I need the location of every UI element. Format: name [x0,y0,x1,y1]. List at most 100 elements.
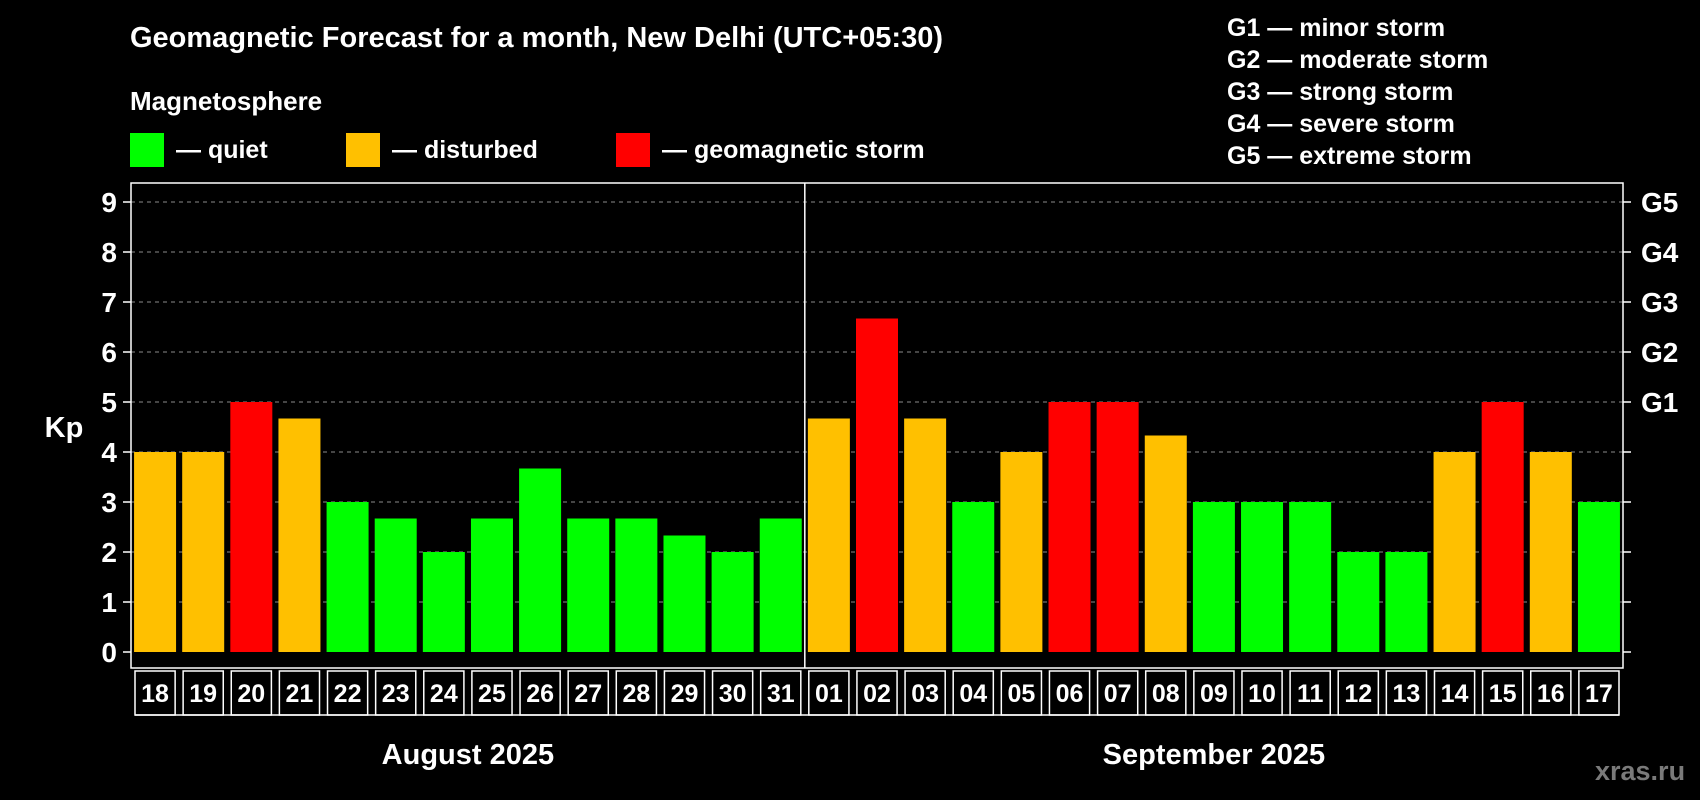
x-tick-label-29: 29 [671,680,699,708]
bar-02 [856,318,898,652]
y-axis-label: Kp [45,412,84,444]
bar-28 [615,518,658,652]
bar-01 [807,418,850,652]
x-tick-label-20: 20 [237,680,265,708]
x-tick-label-17: 17 [1585,680,1613,708]
g-axis-label-g2: G2 [1641,337,1678,368]
legend-item-quiet: — quiet [130,133,268,167]
y-tick-label-2: 2 [101,537,117,568]
bar-09 [1192,502,1235,652]
bar-18 [134,452,177,652]
x-tick-label-09: 09 [1200,680,1228,708]
x-tick-label-24: 24 [430,680,458,708]
legend-swatch-quiet [130,133,164,167]
bar-19 [182,452,225,652]
y-tick-label-8: 8 [101,237,117,268]
x-tick-label-02: 02 [863,680,891,708]
x-tick-label-22: 22 [334,680,362,708]
month-label-1: September 2025 [1103,739,1325,771]
y-tick-label-7: 7 [101,287,117,318]
bar-14 [1433,452,1476,652]
bar-31 [759,518,802,652]
y-tick-label-0: 0 [101,637,117,668]
chart-subtitle: Magnetosphere [130,86,323,116]
x-tick-label-14: 14 [1441,680,1469,708]
x-tick-label-12: 12 [1344,680,1372,708]
g-scale-item-g2: G2 — moderate storm [1227,46,1489,74]
bar-24 [422,552,465,652]
x-tick-label-31: 31 [767,680,795,708]
y-tick-label-1: 1 [101,587,117,618]
g-axis-label-g3: G3 [1641,287,1678,318]
bar-11 [1289,502,1332,652]
legend-label-quiet: — quiet [176,135,268,164]
bar-25 [470,518,513,652]
x-tick-label-26: 26 [526,680,554,708]
x-tick-label-23: 23 [382,680,410,708]
x-tick-label-15: 15 [1489,680,1517,708]
g-scale-item-g1: G1 — minor storm [1227,14,1446,42]
bar-04 [952,502,995,652]
legend-label-disturbed: — disturbed [392,135,538,164]
bar-12 [1337,552,1380,652]
bar-15 [1481,402,1524,652]
bar-06 [1048,402,1091,652]
month-label-0: August 2025 [382,739,554,771]
bar-05 [1000,452,1043,652]
x-tick-label-08: 08 [1152,680,1180,708]
plot-frame [130,182,1624,669]
x-tick-label-13: 13 [1393,680,1421,708]
y-tick-label-4: 4 [101,437,117,468]
bar-08 [1144,435,1187,652]
bar-17 [1577,502,1620,652]
g-axis-label-g4: G4 [1641,237,1679,268]
y-tick-label-5: 5 [101,387,117,418]
bar-29 [663,535,706,652]
x-tick-label-18: 18 [141,680,169,708]
legend-item-storm: — geomagnetic storm [616,133,925,167]
x-tick-label-30: 30 [719,680,747,708]
legend-item-disturbed: — disturbed [346,133,538,167]
x-tick-label-01: 01 [815,680,843,708]
x-tick-label-03: 03 [911,680,939,708]
bar-13 [1385,552,1428,652]
g-scale-item-g5: G5 — extreme storm [1227,142,1472,170]
x-tick-label-07: 07 [1104,680,1132,708]
legend-swatch-storm [616,133,650,167]
bar-26 [519,468,562,652]
chart-title: Geomagnetic Forecast for a month, New De… [130,22,943,54]
x-tick-label-28: 28 [622,680,650,708]
bar-20 [230,402,273,652]
x-tick-label-19: 19 [189,680,217,708]
x-tick-label-11: 11 [1297,680,1324,708]
x-tick-label-27: 27 [574,680,602,708]
x-tick-label-21: 21 [286,680,314,708]
g-axis-label-g5: G5 [1641,187,1678,218]
x-tick-label-06: 06 [1056,680,1084,708]
g-scale-item-g3: G3 — strong storm [1227,78,1454,106]
y-tick-label-3: 3 [101,487,117,518]
g-axis-label-g1: G1 [1641,387,1678,418]
bar-16 [1529,452,1572,652]
bar-30 [711,552,754,652]
g-scale-item-g4: G4 — severe storm [1227,110,1455,138]
x-tick-label-10: 10 [1248,680,1276,708]
legend-swatch-disturbed [346,133,380,167]
legend-label-storm: — geomagnetic storm [662,135,925,164]
x-tick-label-04: 04 [959,680,987,708]
bar-21 [278,418,321,652]
y-tick-label-9: 9 [101,187,117,218]
bar-22 [326,502,369,652]
bar-27 [567,518,610,652]
y-tick-label-6: 6 [101,337,117,368]
bar-23 [374,518,417,652]
x-tick-label-25: 25 [478,680,506,708]
g-scale-legend: G1 — minor storm G2 — moderate storm G3 … [1227,12,1488,172]
bar-07 [1096,402,1139,652]
bar-10 [1241,502,1284,652]
x-tick-label-16: 16 [1537,680,1565,708]
bar-03 [904,418,947,652]
watermark: xras.ru [1595,756,1686,786]
x-tick-label-05: 05 [1007,680,1035,708]
